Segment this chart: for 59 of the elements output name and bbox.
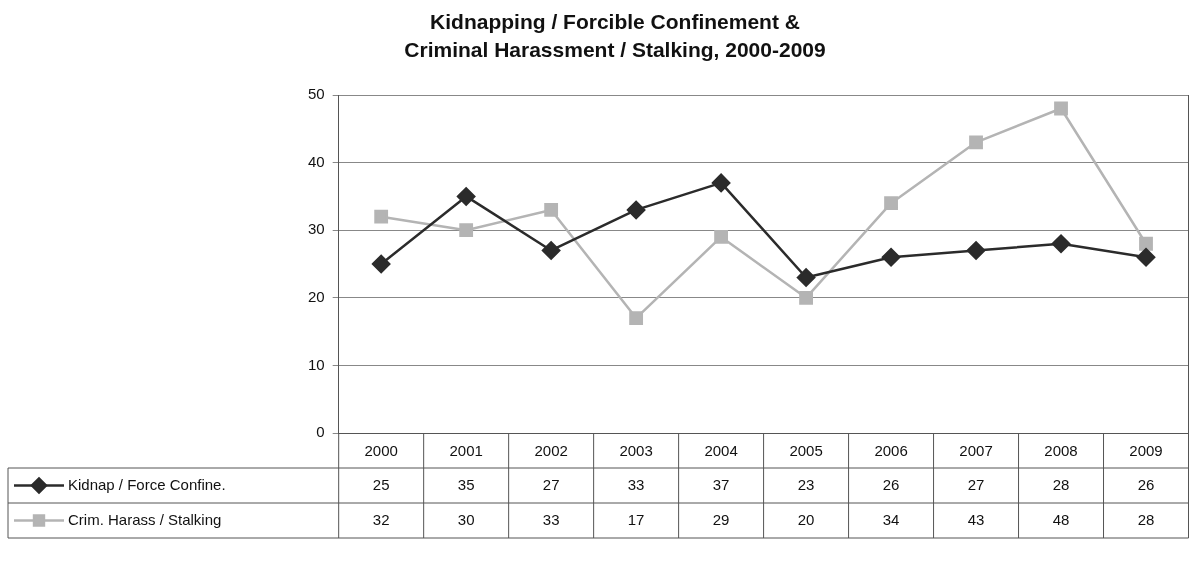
x-tick-label: 2008: [1044, 442, 1078, 460]
data-label: 20: [797, 510, 815, 528]
data-label: 35: [457, 475, 475, 493]
x-tick-label: 2000: [364, 442, 398, 460]
data-label: 27: [967, 475, 985, 493]
data-label: 37: [712, 475, 730, 493]
data-label: 32: [372, 510, 390, 528]
point: [374, 209, 389, 224]
legend-label: Kidnap / Force Confine.: [68, 475, 226, 493]
data-label: 29: [712, 510, 730, 528]
x-tick-label: 2006: [874, 442, 908, 460]
y-tick-label: 40: [308, 152, 325, 170]
point: [714, 230, 729, 244]
x-tick-label: 2007: [959, 442, 993, 460]
point: [629, 311, 644, 325]
point: [541, 241, 561, 260]
point: [1051, 234, 1071, 253]
data-label: 25: [372, 475, 390, 493]
y-tick-label: 10: [308, 355, 325, 373]
chart-title: Kidnapping / Forcible Confinement & Criminal Harassment / Stalking, 2000-2009: [403, 9, 827, 63]
point: [884, 196, 898, 211]
data-label: 33: [542, 510, 560, 528]
point: [1139, 236, 1153, 251]
point: [881, 247, 901, 267]
point: [799, 290, 813, 305]
data-label: 28: [1137, 510, 1155, 528]
data-label: 26: [1137, 475, 1155, 493]
point: [459, 223, 474, 238]
point: [456, 187, 476, 206]
x-tick-label: 2001: [449, 442, 483, 460]
point: [626, 200, 646, 220]
point: [1054, 101, 1068, 116]
point: [1136, 247, 1156, 267]
point: [371, 254, 391, 274]
point: [544, 203, 559, 217]
data-label: 43: [967, 510, 985, 528]
data-label: 17: [627, 510, 645, 528]
x-tick-label: 2003: [619, 442, 653, 460]
point: [969, 135, 983, 150]
y-tick-label: 50: [308, 85, 325, 103]
x-tick-label: 2004: [704, 442, 738, 460]
x-tick-label: 2009: [1129, 442, 1163, 460]
data-label: 48: [1052, 510, 1070, 528]
point: [796, 268, 816, 287]
y-tick-label: 0: [316, 423, 325, 441]
x-tick-label: 2005: [789, 442, 823, 460]
y-tick-label: 30: [308, 220, 325, 238]
y-tick-label: 20: [308, 287, 325, 305]
data-label: 30: [457, 510, 475, 528]
legend-label: Crim. Harass / Stalking: [68, 510, 222, 528]
x-tick-label: 2002: [534, 442, 568, 460]
data-label: 26: [882, 475, 900, 493]
data-label: 27: [542, 475, 560, 493]
data-label: 34: [882, 510, 900, 528]
point: [966, 241, 986, 260]
point: [711, 173, 731, 193]
data-label: 33: [627, 475, 645, 493]
data-label: 23: [797, 475, 815, 493]
data-label: 28: [1052, 475, 1070, 493]
